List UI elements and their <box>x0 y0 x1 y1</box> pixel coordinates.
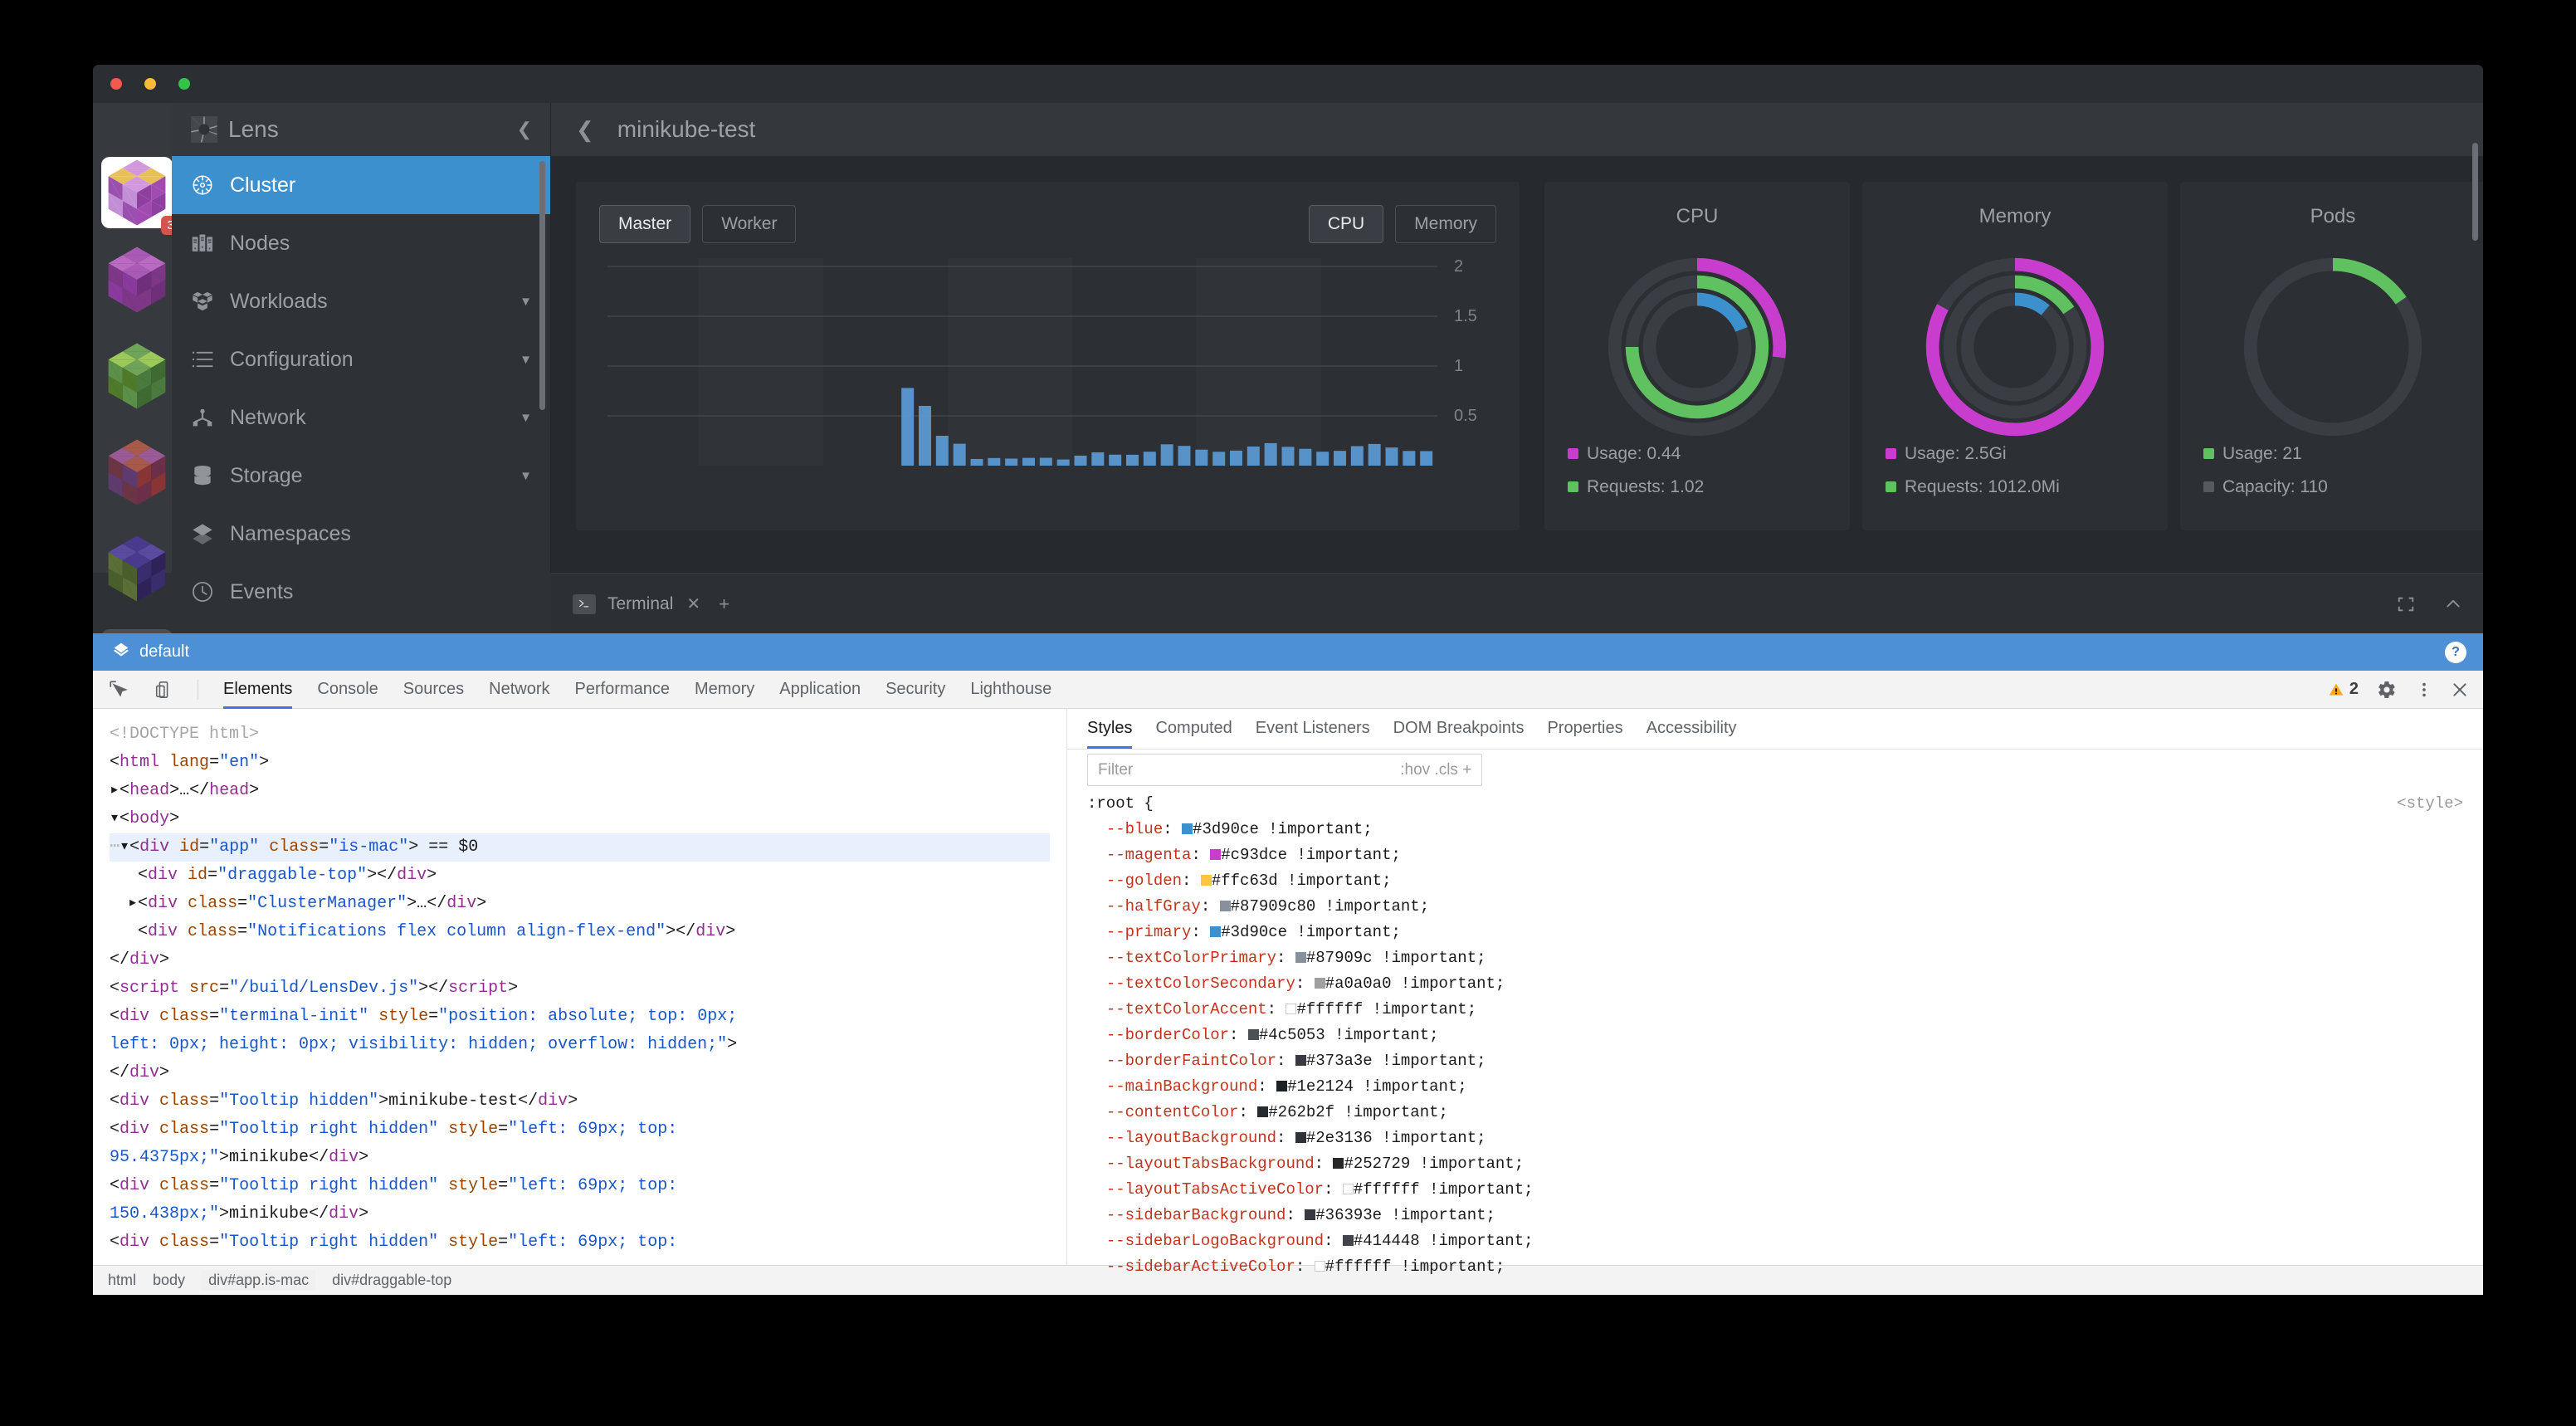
svg-text:1: 1 <box>1454 357 1463 375</box>
svg-text:1.5: 1.5 <box>1454 307 1477 325</box>
svg-text:0.5: 0.5 <box>1454 407 1477 425</box>
svg-text:2: 2 <box>1454 258 1463 276</box>
